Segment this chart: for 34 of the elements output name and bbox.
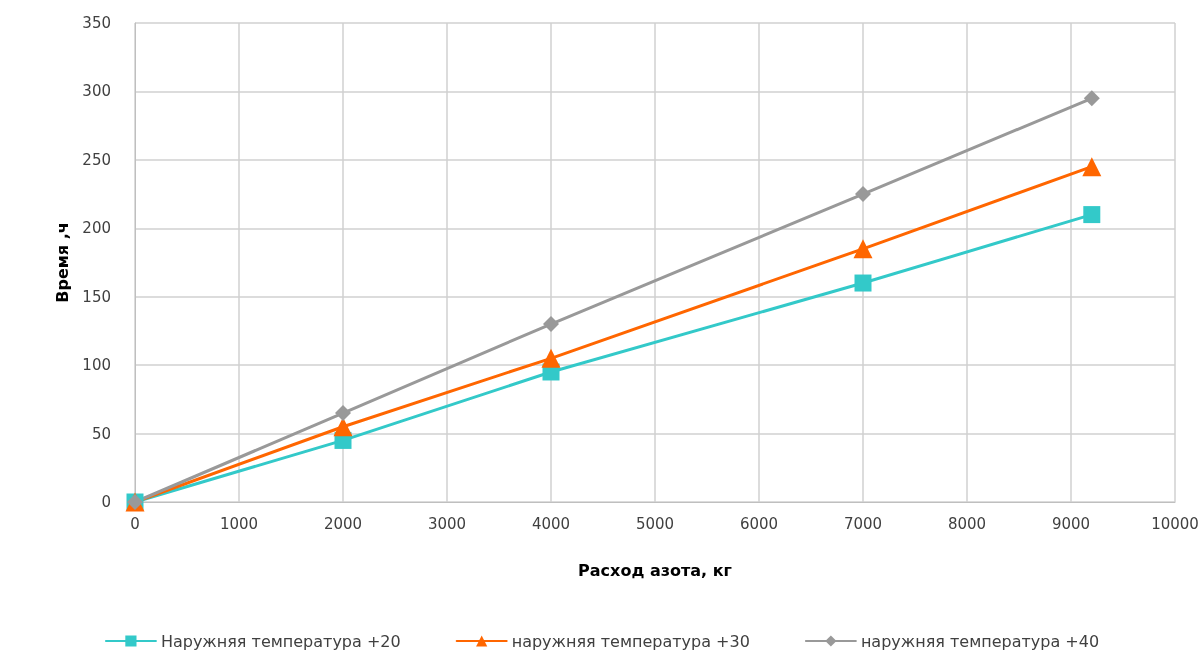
x-tick-label: 0 <box>130 514 140 533</box>
y-tick-label: 50 <box>91 424 111 443</box>
y-tick-label: 0 <box>101 493 111 511</box>
point <box>855 186 871 203</box>
x-tick-label: 7000 <box>843 514 883 533</box>
y-tick-label: 350 <box>82 14 111 32</box>
point <box>1083 90 1100 107</box>
point <box>853 239 873 259</box>
x-tick-label: 5000 <box>635 514 675 533</box>
x-tick-label: 9000 <box>1051 514 1091 533</box>
x-tick-label: 8000 <box>947 514 987 533</box>
y-tick-label: 250 <box>82 150 111 169</box>
y-tick-label: 150 <box>82 287 111 306</box>
point <box>1082 157 1102 177</box>
x-tick-label: 4000 <box>531 514 571 533</box>
x-tick-label: 10000 <box>1151 514 1199 533</box>
legend-label: Наружняя температура +20 <box>160 631 401 651</box>
point <box>335 405 351 422</box>
x-tick-label: 3000 <box>427 514 467 533</box>
y-tick-label: 100 <box>82 356 111 375</box>
x-axis-title: Расход азота, кг <box>578 560 732 580</box>
x-tick-label: 2000 <box>323 514 363 533</box>
point <box>541 348 561 368</box>
y-tick-label: 300 <box>82 82 111 101</box>
x-tick-label: 6000 <box>739 514 779 533</box>
point <box>854 274 872 292</box>
point <box>543 316 559 333</box>
point <box>1083 206 1101 224</box>
legend-label: наружняя температура +40 <box>860 631 1100 651</box>
y-axis-title: Время ,ч <box>52 222 72 303</box>
point <box>333 417 353 437</box>
legend-label: наружняя температура +30 <box>511 631 750 651</box>
y-tick-label: 200 <box>82 219 111 238</box>
x-tick-label: 1000 <box>219 514 259 533</box>
